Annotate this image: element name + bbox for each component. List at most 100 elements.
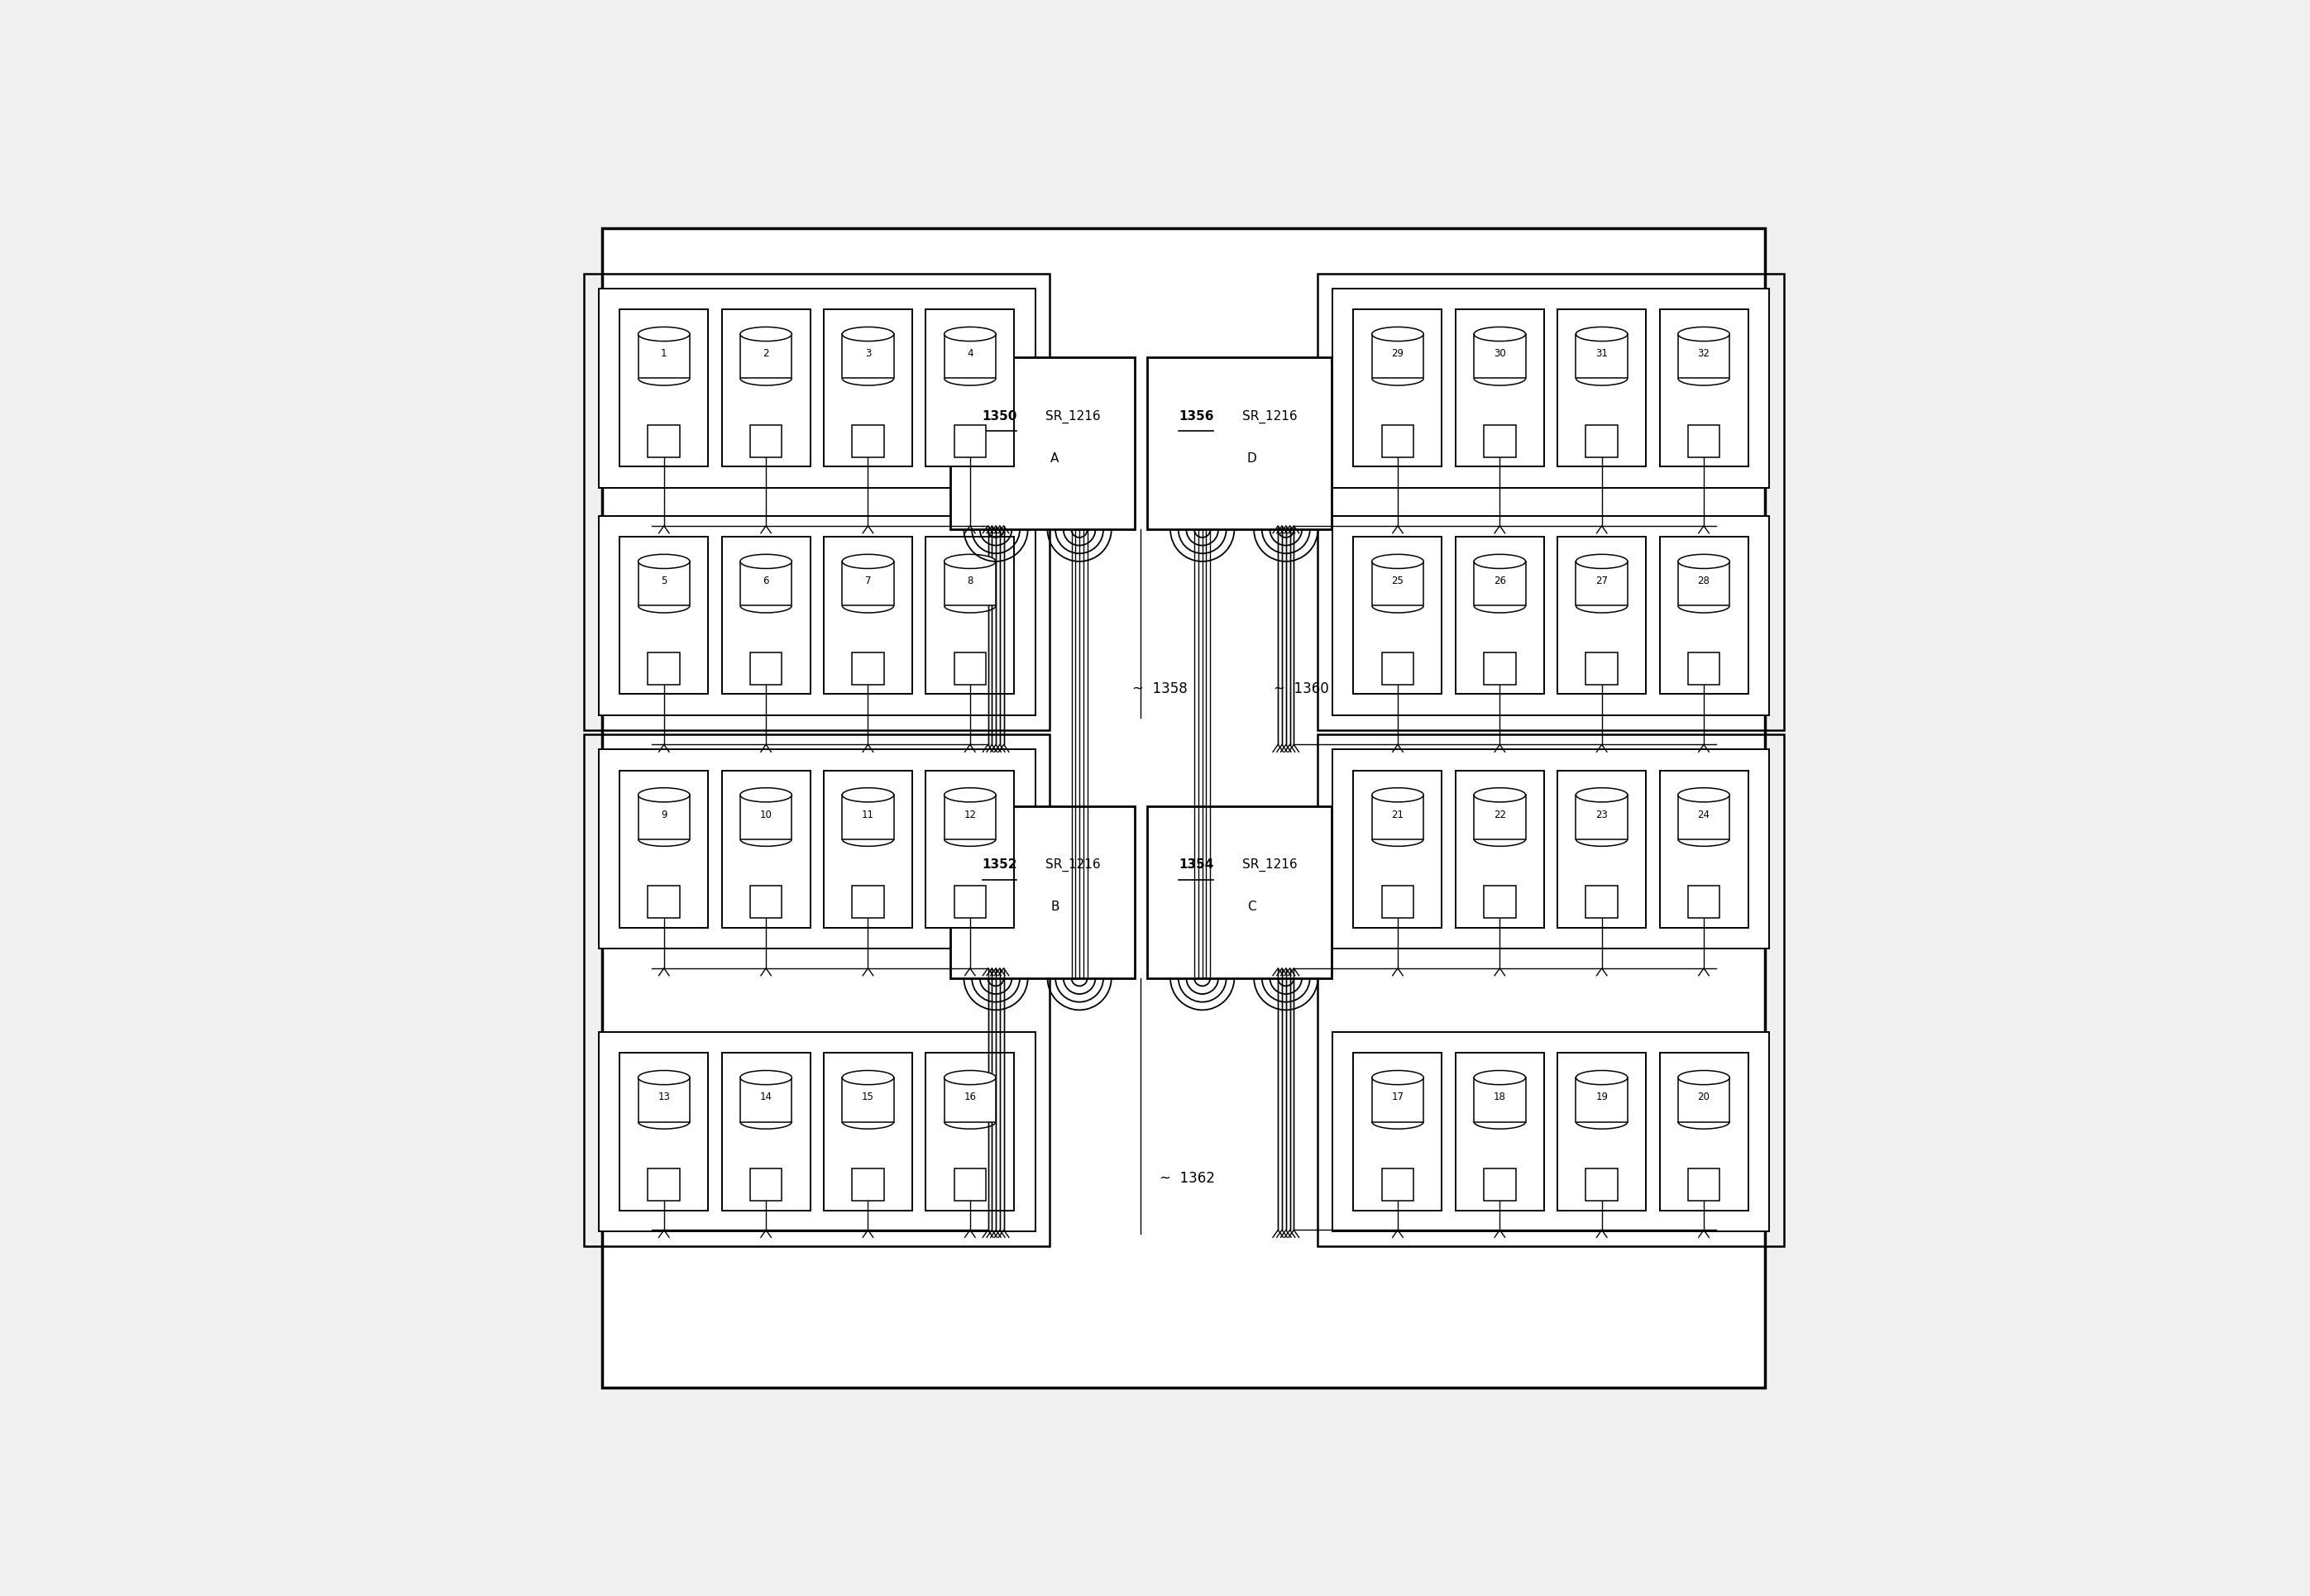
Ellipse shape — [1677, 788, 1730, 803]
Text: 17: 17 — [1391, 1092, 1404, 1103]
Ellipse shape — [945, 1071, 996, 1085]
Bar — [1659, 1053, 1749, 1210]
Bar — [1585, 886, 1617, 918]
Text: 1356: 1356 — [1178, 410, 1213, 423]
Ellipse shape — [1372, 788, 1423, 803]
Bar — [598, 750, 1035, 948]
Bar — [584, 275, 1051, 729]
Ellipse shape — [1372, 1071, 1423, 1085]
Text: 30: 30 — [1495, 348, 1506, 359]
Bar — [926, 310, 1014, 466]
Text: 2: 2 — [762, 348, 769, 359]
Ellipse shape — [1372, 554, 1423, 568]
Bar — [739, 1077, 792, 1122]
Ellipse shape — [843, 788, 894, 803]
Bar — [1354, 536, 1441, 694]
Bar — [954, 653, 986, 685]
Text: 22: 22 — [1495, 809, 1506, 820]
Ellipse shape — [945, 327, 996, 342]
Ellipse shape — [1474, 554, 1525, 568]
Bar — [598, 1033, 1035, 1231]
Text: 31: 31 — [1596, 348, 1608, 359]
Bar — [1474, 795, 1525, 839]
Bar — [1585, 653, 1617, 685]
Bar — [945, 1077, 996, 1122]
Bar — [945, 795, 996, 839]
Bar — [852, 653, 885, 685]
Bar — [598, 516, 1035, 715]
Bar — [751, 425, 783, 456]
Bar — [1483, 653, 1515, 685]
Text: SR_1216: SR_1216 — [1243, 410, 1298, 423]
Text: 1352: 1352 — [982, 859, 1016, 871]
Bar — [638, 562, 691, 605]
Text: 15: 15 — [862, 1092, 873, 1103]
Ellipse shape — [945, 788, 996, 803]
Bar — [926, 771, 1014, 927]
Ellipse shape — [1575, 554, 1629, 568]
Bar — [843, 1077, 894, 1122]
Ellipse shape — [739, 554, 792, 568]
Bar — [1455, 310, 1543, 466]
Ellipse shape — [945, 554, 996, 568]
Bar — [1677, 562, 1730, 605]
Bar — [721, 310, 811, 466]
Bar — [1333, 750, 1769, 948]
Bar — [1317, 734, 1783, 1246]
Text: C: C — [1247, 900, 1257, 913]
Text: 24: 24 — [1698, 809, 1709, 820]
Bar — [852, 425, 885, 456]
Bar — [638, 334, 691, 378]
Text: 8: 8 — [968, 576, 973, 586]
Bar — [1575, 1077, 1629, 1122]
Bar — [1575, 795, 1629, 839]
Bar — [1677, 334, 1730, 378]
Bar — [598, 289, 1035, 488]
Ellipse shape — [843, 327, 894, 342]
Text: ~  1358: ~ 1358 — [1132, 681, 1187, 697]
Bar — [1659, 771, 1749, 927]
Bar — [1575, 334, 1629, 378]
Bar — [649, 1168, 679, 1200]
Bar — [945, 562, 996, 605]
Bar — [825, 771, 912, 927]
Bar — [649, 886, 679, 918]
Bar — [1557, 310, 1647, 466]
Bar — [1148, 358, 1331, 530]
Text: 32: 32 — [1698, 348, 1709, 359]
Text: D: D — [1247, 452, 1257, 464]
Bar — [619, 310, 709, 466]
Ellipse shape — [1575, 1071, 1629, 1085]
Text: 11: 11 — [862, 809, 873, 820]
Ellipse shape — [739, 788, 792, 803]
Text: 18: 18 — [1495, 1092, 1506, 1103]
Ellipse shape — [1677, 554, 1730, 568]
Ellipse shape — [1575, 788, 1629, 803]
Bar — [638, 1077, 691, 1122]
Bar — [1372, 795, 1423, 839]
Bar — [1333, 516, 1769, 715]
Bar — [739, 334, 792, 378]
Bar — [1455, 536, 1543, 694]
Bar — [1474, 334, 1525, 378]
Text: 1: 1 — [661, 348, 668, 359]
Bar — [1689, 1168, 1719, 1200]
Bar — [584, 734, 1051, 1246]
Text: 14: 14 — [760, 1092, 772, 1103]
Text: ~  1360: ~ 1360 — [1273, 681, 1328, 697]
Bar — [721, 771, 811, 927]
Bar — [825, 1053, 912, 1210]
Bar — [751, 653, 783, 685]
Text: B: B — [1051, 900, 1060, 913]
Bar — [1677, 1077, 1730, 1122]
Text: 12: 12 — [963, 809, 977, 820]
Bar — [1689, 425, 1719, 456]
Ellipse shape — [638, 554, 691, 568]
Bar — [649, 425, 679, 456]
Bar — [825, 536, 912, 694]
Bar — [852, 886, 885, 918]
Ellipse shape — [1474, 327, 1525, 342]
Bar — [843, 562, 894, 605]
Ellipse shape — [739, 327, 792, 342]
Bar — [751, 1168, 783, 1200]
